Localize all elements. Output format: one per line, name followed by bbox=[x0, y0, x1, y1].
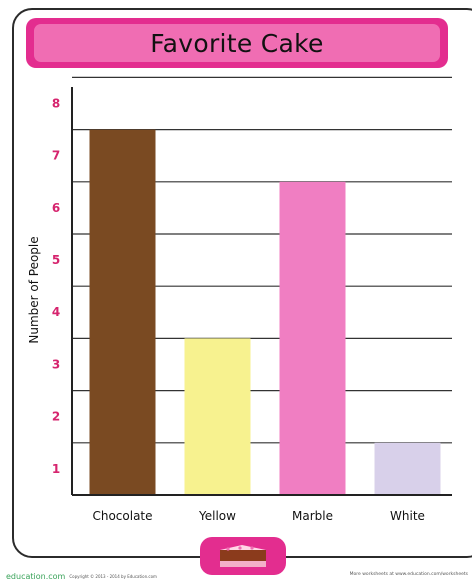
education-logo: education.com bbox=[6, 571, 66, 581]
cake-badge bbox=[200, 537, 286, 575]
bar-marble bbox=[279, 181, 346, 496]
y-tick-label: 8 bbox=[52, 96, 60, 110]
cake-slice-icon bbox=[220, 545, 266, 567]
title-inner: Favorite Cake bbox=[34, 24, 440, 62]
y-tick-label: 3 bbox=[52, 357, 60, 371]
title-banner: Favorite Cake bbox=[26, 18, 448, 68]
x-tick-label: Chocolate bbox=[92, 509, 152, 523]
bar-white bbox=[374, 442, 441, 495]
footer-left: education.com Copyright © 2013 - 2014 by… bbox=[6, 568, 157, 584]
y-tick-label: 5 bbox=[52, 253, 60, 267]
bar-chocolate bbox=[89, 129, 156, 495]
chart-title: Favorite Cake bbox=[150, 28, 324, 58]
more-worksheets-text: More worksheets at www.education.com/wor… bbox=[349, 572, 468, 577]
y-tick-label: 6 bbox=[52, 201, 60, 215]
y-tick-label: 4 bbox=[52, 305, 60, 319]
y-tick-label: 7 bbox=[52, 149, 60, 163]
x-tick-label: Yellow bbox=[198, 509, 236, 523]
x-tick-label: Marble bbox=[292, 509, 333, 523]
y-tick-label: 1 bbox=[52, 462, 60, 476]
copyright-text: Copyright © 2013 - 2014 by Education.com bbox=[69, 573, 157, 579]
bar-yellow bbox=[184, 338, 251, 495]
y-tick-label: 2 bbox=[52, 410, 60, 424]
x-tick-label: White bbox=[390, 509, 425, 523]
